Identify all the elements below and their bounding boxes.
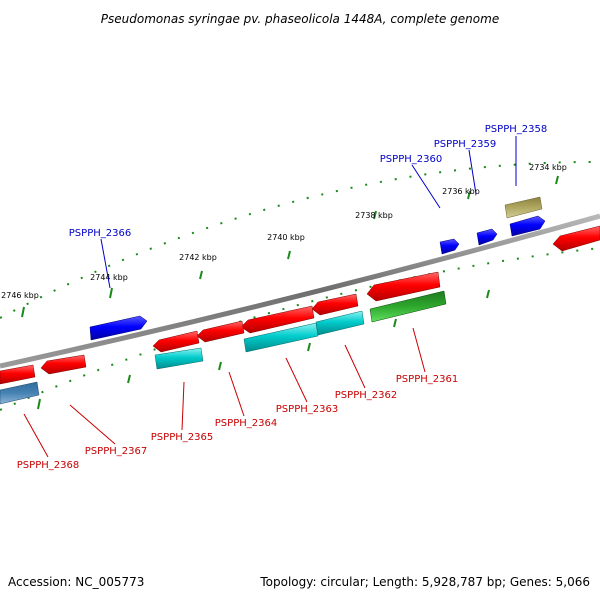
- gene-feature[interactable]: [311, 293, 359, 316]
- gene-feature[interactable]: [315, 310, 365, 336]
- tick-label: 2738 kbp: [355, 211, 393, 220]
- gene-label[interactable]: PSPPH_2365: [151, 432, 213, 443]
- inner-tick-track: [0, 247, 600, 411]
- gene-feature[interactable]: [152, 330, 200, 353]
- gene-feature[interactable]: [476, 228, 498, 246]
- gene-feature[interactable]: [509, 215, 546, 237]
- tick-labels: 2734 kbp 2736 kbp 2738 kbp 2740 kbp 2742…: [1, 163, 567, 300]
- outer-tick-track: [0, 160, 600, 319]
- tick-label: 2734 kbp: [529, 163, 567, 172]
- gene-label[interactable]: PSPPH_2360: [380, 154, 442, 165]
- top-gene-labels: PSPPH_2358 PSPPH_2359 PSPPH_2360 PSPPH_2…: [69, 124, 547, 239]
- gene-feature[interactable]: [40, 354, 87, 375]
- tick-label: 2736 kbp: [442, 187, 480, 196]
- gene-feature[interactable]: [504, 196, 543, 219]
- gene-label[interactable]: PSPPH_2367: [85, 446, 147, 457]
- gene-label[interactable]: PSPPH_2366: [69, 228, 131, 239]
- tick-label: 2740 kbp: [267, 233, 305, 242]
- gene-feature[interactable]: [154, 347, 204, 370]
- gene-feature[interactable]: [89, 315, 148, 341]
- map-title: Pseudomonas syringae pv. phaseolicola 14…: [101, 12, 499, 26]
- gene-label[interactable]: PSPPH_2361: [396, 374, 458, 385]
- gene-label[interactable]: PSPPH_2362: [335, 390, 397, 401]
- reverse-features[interactable]: [0, 225, 600, 405]
- gene-feature[interactable]: [196, 320, 245, 343]
- forward-features[interactable]: [89, 196, 546, 341]
- top-leader-lines: [100, 136, 517, 289]
- gene-label[interactable]: PSPPH_2359: [434, 139, 496, 150]
- gene-label[interactable]: PSPPH_2358: [485, 124, 547, 135]
- gene-feature[interactable]: [552, 225, 600, 252]
- gene-label[interactable]: PSPPH_2364: [215, 418, 277, 429]
- gene-feature[interactable]: [0, 364, 36, 385]
- bottom-leader-lines: [23, 327, 426, 458]
- gene-feature[interactable]: [369, 290, 447, 323]
- bottom-gene-labels: PSPPH_2361 PSPPH_2362 PSPPH_2363 PSPPH_2…: [17, 374, 458, 471]
- gene-label[interactable]: PSPPH_2368: [17, 460, 79, 471]
- genome-backbone: [0, 213, 600, 369]
- tick-label: 2746 kbp: [1, 291, 39, 300]
- gene-feature[interactable]: [243, 322, 319, 353]
- gene-feature[interactable]: [439, 238, 460, 255]
- gene-feature[interactable]: [366, 271, 441, 302]
- accession-text: Accession: NC_005773: [8, 575, 144, 589]
- genome-stats-text: Topology: circular; Length: 5,928,787 bp…: [259, 575, 590, 589]
- tick-label: 2742 kbp: [179, 253, 217, 262]
- major-ticks: [21, 175, 559, 410]
- gene-feature[interactable]: [0, 381, 40, 405]
- tick-label: 2744 kbp: [90, 273, 128, 282]
- gene-label[interactable]: PSPPH_2363: [276, 404, 338, 415]
